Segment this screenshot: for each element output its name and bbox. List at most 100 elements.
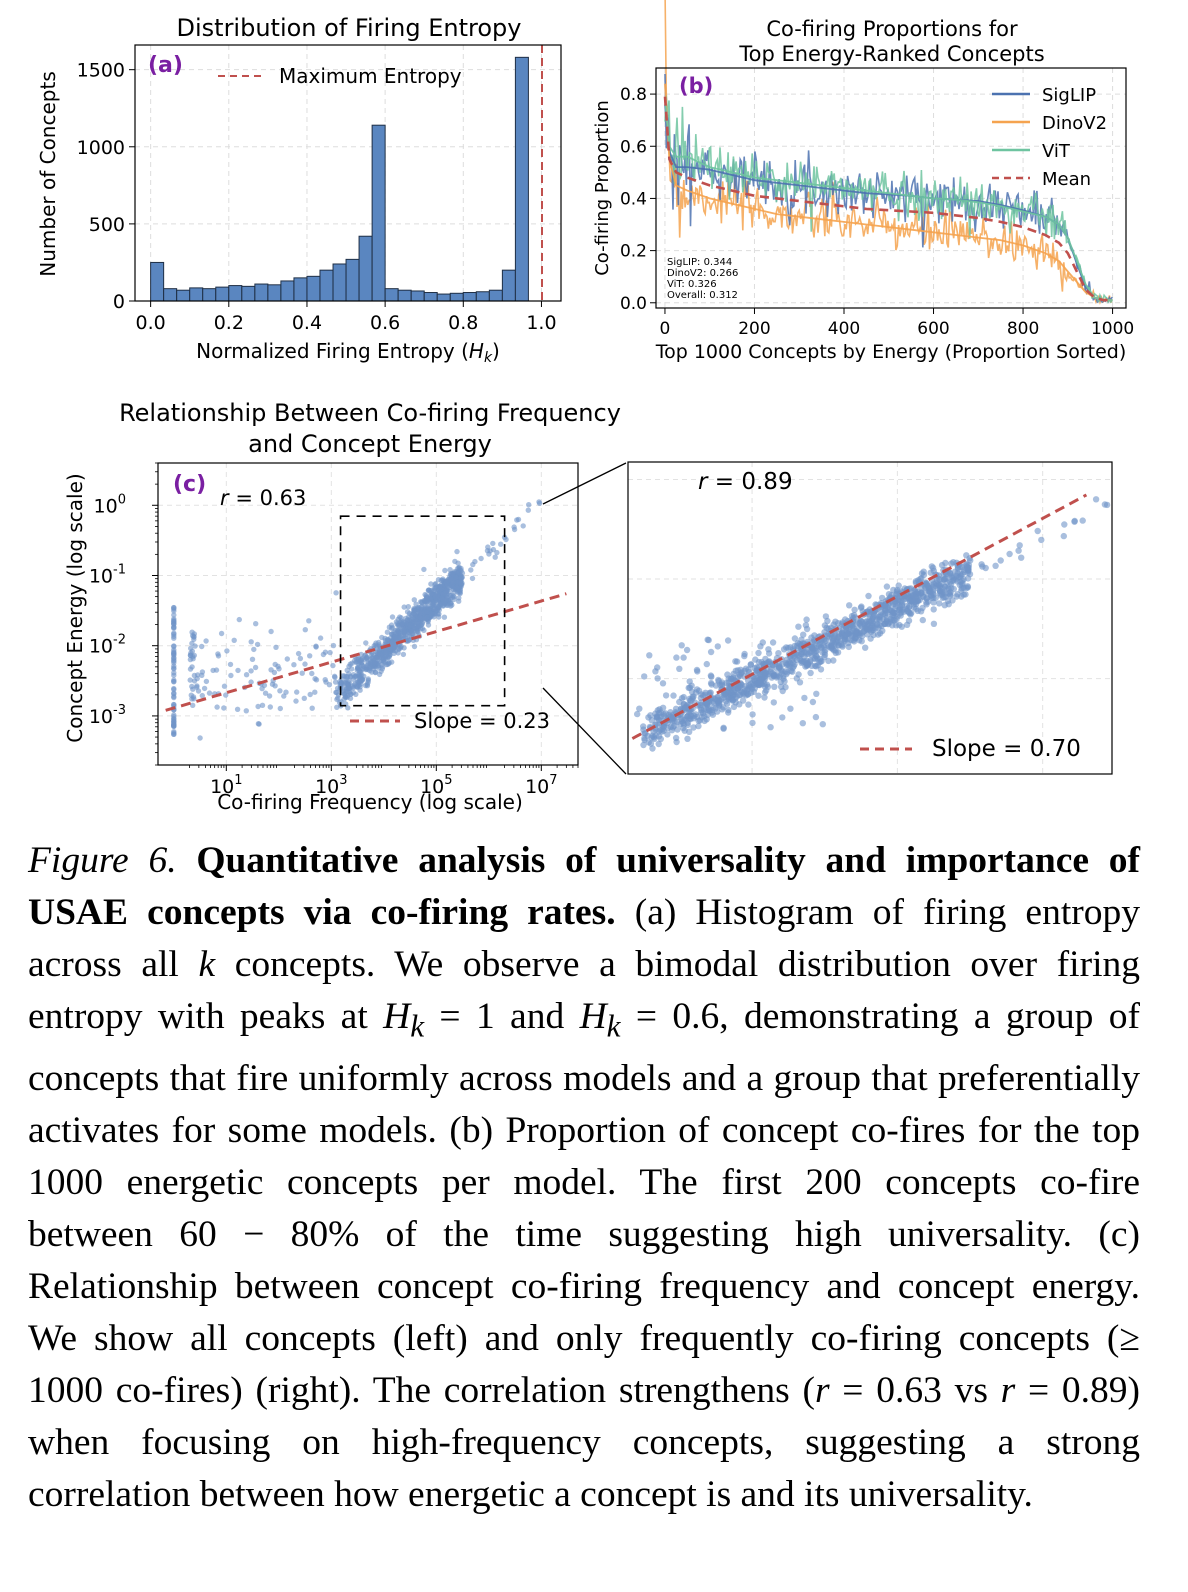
- scatter-point: [813, 690, 820, 697]
- scatter-point: [494, 549, 500, 556]
- scatter-point: [803, 625, 811, 633]
- scatter-point: [894, 586, 901, 594]
- scatter-point: [676, 665, 683, 672]
- scatter-point: [803, 616, 810, 623]
- panel-b-ylabel: Co-firing Proportion: [592, 100, 613, 276]
- scatter-point: [1038, 536, 1045, 544]
- scatter-point: [884, 609, 891, 617]
- scatter-point: [171, 635, 177, 641]
- scatter-point: [936, 600, 943, 607]
- scatter-point: [332, 679, 339, 685]
- scatter-point: [351, 658, 358, 664]
- scatter-point: [707, 648, 715, 656]
- scatter-point: [723, 679, 730, 686]
- scatter-point: [249, 656, 256, 662]
- scatter-point: [890, 617, 897, 624]
- scatter-point: [218, 630, 225, 637]
- histogram-bar: [280, 280, 295, 302]
- caption-eq1: = 1 and: [424, 996, 580, 1037]
- scatter-point: [647, 740, 655, 747]
- scatter-point: [334, 685, 341, 692]
- panel-c-points: [171, 499, 543, 741]
- y-tick-label: 0.8: [620, 85, 647, 105]
- scatter-point: [768, 674, 775, 681]
- scatter-point: [799, 720, 806, 727]
- panel-b-xlabel: Top 1000 Concepts by Energy (Proportion …: [655, 341, 1127, 363]
- scatter-point: [795, 623, 802, 630]
- scatter-point: [243, 708, 249, 714]
- caption-h2-sub: k: [606, 1008, 621, 1044]
- scatter-point: [795, 671, 802, 678]
- scatter-point: [741, 652, 748, 660]
- scatter-point: [411, 597, 417, 603]
- scatter-point: [997, 557, 1004, 564]
- connector-bottom: [542, 687, 627, 775]
- scatter-point: [800, 631, 807, 638]
- y-tick-label: 10-3: [89, 703, 126, 728]
- scatter-point: [876, 616, 884, 623]
- scatter-point: [897, 603, 904, 611]
- scatter-point: [1034, 527, 1041, 535]
- panel-zoom-r: r = 0.89: [698, 469, 793, 495]
- scatter-point: [1006, 550, 1013, 558]
- scatter-point: [437, 601, 443, 607]
- series-line-mean: [663, 96, 1113, 302]
- panel-a-histogram: Distribution of Firing Entropy 0.0 0.2 0.4…: [36, 14, 562, 366]
- scatter-point: [724, 637, 732, 644]
- scatter-point: [416, 623, 422, 629]
- panel-a-bars: [150, 56, 529, 302]
- scatter-point: [1071, 518, 1078, 525]
- scatter-point: [454, 548, 460, 555]
- scatter-point: [397, 630, 403, 636]
- x-tick-label: 0.8: [448, 312, 478, 334]
- scatter-point: [818, 644, 825, 651]
- scatter-point: [317, 635, 324, 641]
- scatter-point: [930, 620, 938, 627]
- histogram-bar: [228, 285, 243, 302]
- scatter-point: [771, 683, 778, 690]
- scatter-point: [841, 637, 848, 645]
- scatter-point: [689, 695, 696, 702]
- scatter-point: [1015, 547, 1022, 554]
- scatter-point: [707, 679, 715, 687]
- scatter-point: [428, 611, 434, 617]
- scatter-point: [649, 745, 656, 752]
- scatter-point: [862, 644, 869, 651]
- scatter-point: [703, 706, 710, 713]
- histogram-bar: [501, 269, 516, 302]
- scatter-point: [701, 717, 708, 725]
- scatter-point: [652, 668, 659, 675]
- scatter-point: [947, 591, 954, 598]
- scatter-point: [451, 596, 457, 603]
- scatter-point: [191, 634, 197, 640]
- scatter-point: [299, 670, 305, 676]
- x-tick-label: 200: [738, 319, 770, 339]
- scatter-point: [1060, 532, 1068, 540]
- scatter-point: [358, 656, 365, 663]
- scatter-point: [932, 594, 939, 601]
- scatter-point: [356, 671, 362, 677]
- scatter-point: [492, 554, 498, 560]
- scatter-point: [821, 651, 829, 658]
- caption-eq2: = 0.6, demonstrating a group of concepts…: [28, 996, 1140, 1151]
- scatter-point: [366, 665, 372, 671]
- caption-text-c1: (c) Relationship between concept co-firi…: [28, 1213, 1140, 1411]
- y-tick-label: 0.2: [620, 242, 647, 262]
- scatter-point: [388, 622, 395, 628]
- histogram-bar: [488, 289, 503, 302]
- summary-text: SigLIP: 0.344: [667, 257, 732, 268]
- scatter-point: [825, 657, 832, 665]
- scatter-point: [301, 695, 307, 701]
- series-line-dinov2: [664, 83, 1113, 302]
- scatter-point: [171, 650, 177, 657]
- scatter-point: [441, 614, 448, 620]
- scatter-point: [830, 657, 837, 664]
- scatter-point: [206, 690, 213, 696]
- scatter-point: [364, 656, 370, 662]
- scatter-point: [656, 706, 663, 713]
- panel-c-grid: [158, 463, 578, 765]
- histogram-bar: [332, 263, 347, 302]
- scatter-point: [472, 558, 478, 565]
- scatter-point: [294, 689, 300, 695]
- scatter-point: [424, 614, 430, 621]
